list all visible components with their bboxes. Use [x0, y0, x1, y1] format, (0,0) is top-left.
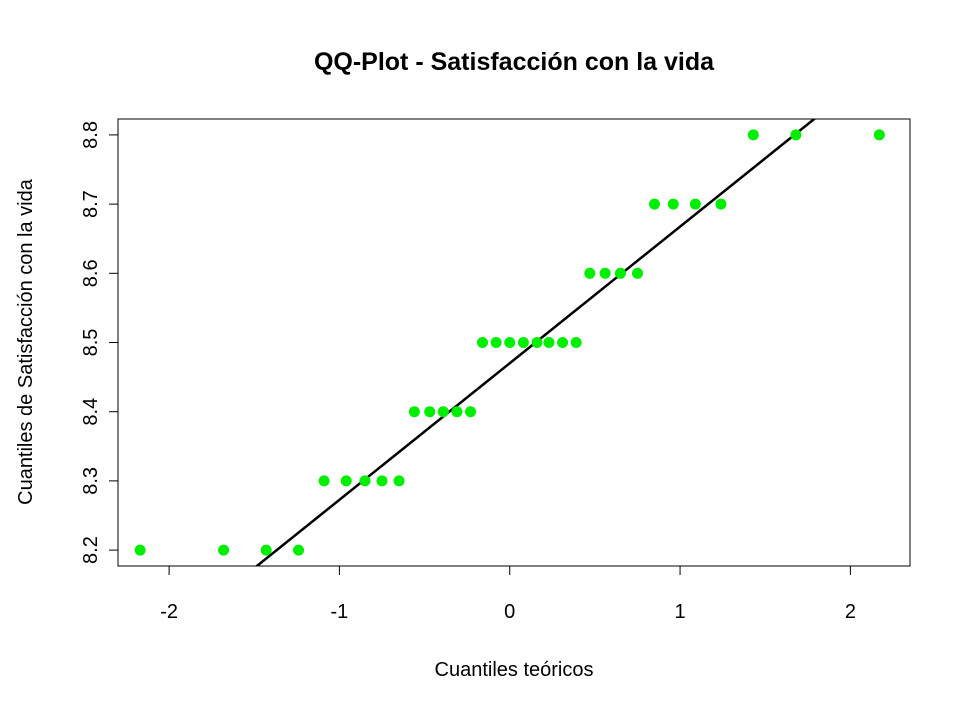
x-tick-label: 0 [504, 601, 515, 623]
data-point [543, 337, 555, 348]
data-point [451, 406, 463, 418]
x-tick-label: -1 [331, 601, 349, 623]
plot-area [134, 119, 885, 566]
x-axis: -2 -1 0 1 2 [160, 565, 856, 623]
data-point [715, 198, 727, 210]
data-point [747, 129, 759, 141]
data-point [584, 267, 596, 279]
y-tick-label: 8.8 [80, 121, 102, 149]
data-point [873, 129, 885, 141]
data-point [376, 475, 388, 487]
data-point [599, 267, 611, 279]
y-tick-label: 8.7 [80, 190, 102, 218]
data-point [570, 337, 582, 348]
y-tick-label: 8.6 [80, 259, 102, 287]
data-point [631, 267, 643, 279]
data-point [614, 267, 626, 279]
x-tick-label: 2 [845, 601, 856, 623]
data-point [790, 129, 802, 141]
data-point [424, 406, 436, 418]
data-point [667, 198, 679, 210]
qq-reference-line [254, 119, 817, 566]
x-axis-label: Cuantiles teóricos [435, 659, 594, 681]
data-point [517, 337, 529, 348]
data-point [689, 198, 701, 210]
data-point [293, 544, 305, 556]
chart-title: QQ-Plot - Satisfacción con la vida [314, 48, 715, 76]
data-point [393, 475, 405, 487]
y-tick-label: 8.4 [80, 398, 102, 426]
data-point [340, 475, 352, 487]
data-point [557, 337, 569, 348]
data-point [490, 337, 502, 348]
y-tick-label: 8.3 [80, 467, 102, 495]
x-tick-label: 1 [675, 601, 686, 623]
data-point [649, 198, 661, 210]
data-point [260, 544, 272, 556]
data-point [476, 337, 488, 348]
y-tick-label: 8.5 [80, 329, 102, 357]
x-tick-label: -2 [160, 601, 178, 623]
data-point [359, 475, 371, 487]
y-tick-label: 8.2 [80, 536, 102, 564]
data-point [134, 544, 146, 556]
data-point [531, 337, 543, 348]
y-axis: 8.2 8.3 8.4 8.5 8.6 8.7 8.8 [80, 121, 119, 564]
data-point [218, 544, 230, 556]
data-point [408, 406, 420, 418]
data-point [318, 475, 330, 487]
data-point [437, 406, 449, 418]
data-point [504, 337, 516, 348]
y-axis-label: Cuantiles de Satisfacción con la vida [15, 178, 37, 505]
data-point [465, 406, 477, 418]
